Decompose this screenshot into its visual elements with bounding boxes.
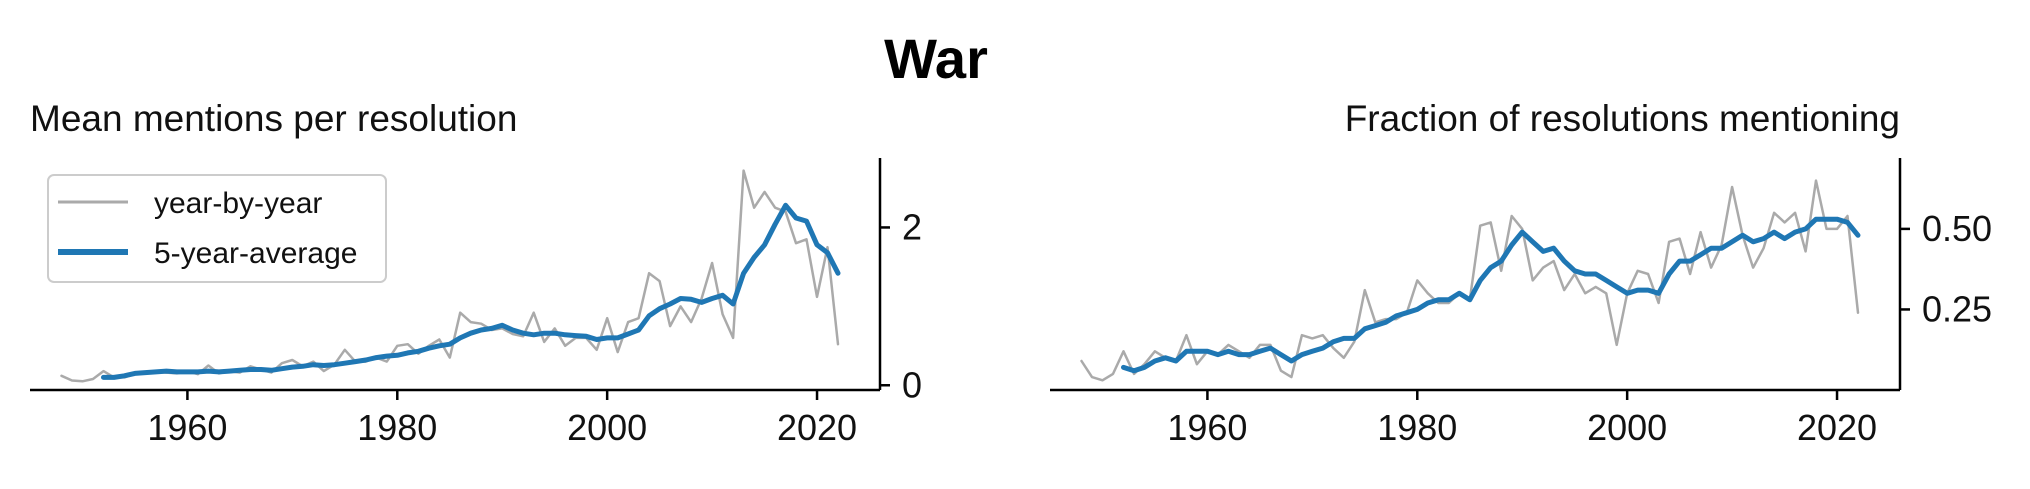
right-x-tick-label-2020: 2020 (1797, 407, 1877, 448)
legend: year-by-year 5-year-average (47, 174, 387, 283)
legend-year-by-year-label: year-by-year (154, 187, 322, 220)
right-y-tick-label-0: 0.25 (1922, 288, 1992, 329)
left-x-tick-label-2000: 2000 (567, 407, 647, 448)
right-x-tick-label-1980: 1980 (1377, 407, 1457, 448)
right-y-tick-label-1: 0.50 (1922, 208, 1992, 249)
left-series-5-year-average (101, 202, 841, 380)
legend-5-year-average-label: 5-year-average (154, 237, 357, 270)
left-y-tick-label-1: 2 (902, 206, 922, 247)
figure-title: War (884, 27, 988, 90)
left-panel-title: Mean mentions per resolution (30, 98, 517, 139)
right-series-5-year-average (1121, 216, 1861, 374)
right-plot-area: 1960 1980 2000 2020 0.25 0.50 (1050, 158, 1992, 448)
right-x-tick-label-2000: 2000 (1587, 407, 1667, 448)
legend-frame (47, 174, 387, 283)
left-x-tick-label-1980: 1980 (357, 407, 437, 448)
right-panel-title: Fraction of resolutions mentioning (1345, 98, 1900, 139)
left-x-tick-label-1960: 1960 (147, 407, 227, 448)
left-plot-area: 1960 1980 2000 2020 0 2 (30, 158, 922, 448)
left-y-tick-label-0: 0 (902, 364, 922, 405)
right-x-tick-label-1960: 1960 (1167, 407, 1247, 448)
left-panel: Mean mentions per resolution 1960 1980 200… (30, 98, 922, 448)
left-x-tick-label-2020: 2020 (777, 407, 857, 448)
right-panel: Fraction of resolutions mentioning 1960 1… (1050, 98, 1992, 448)
